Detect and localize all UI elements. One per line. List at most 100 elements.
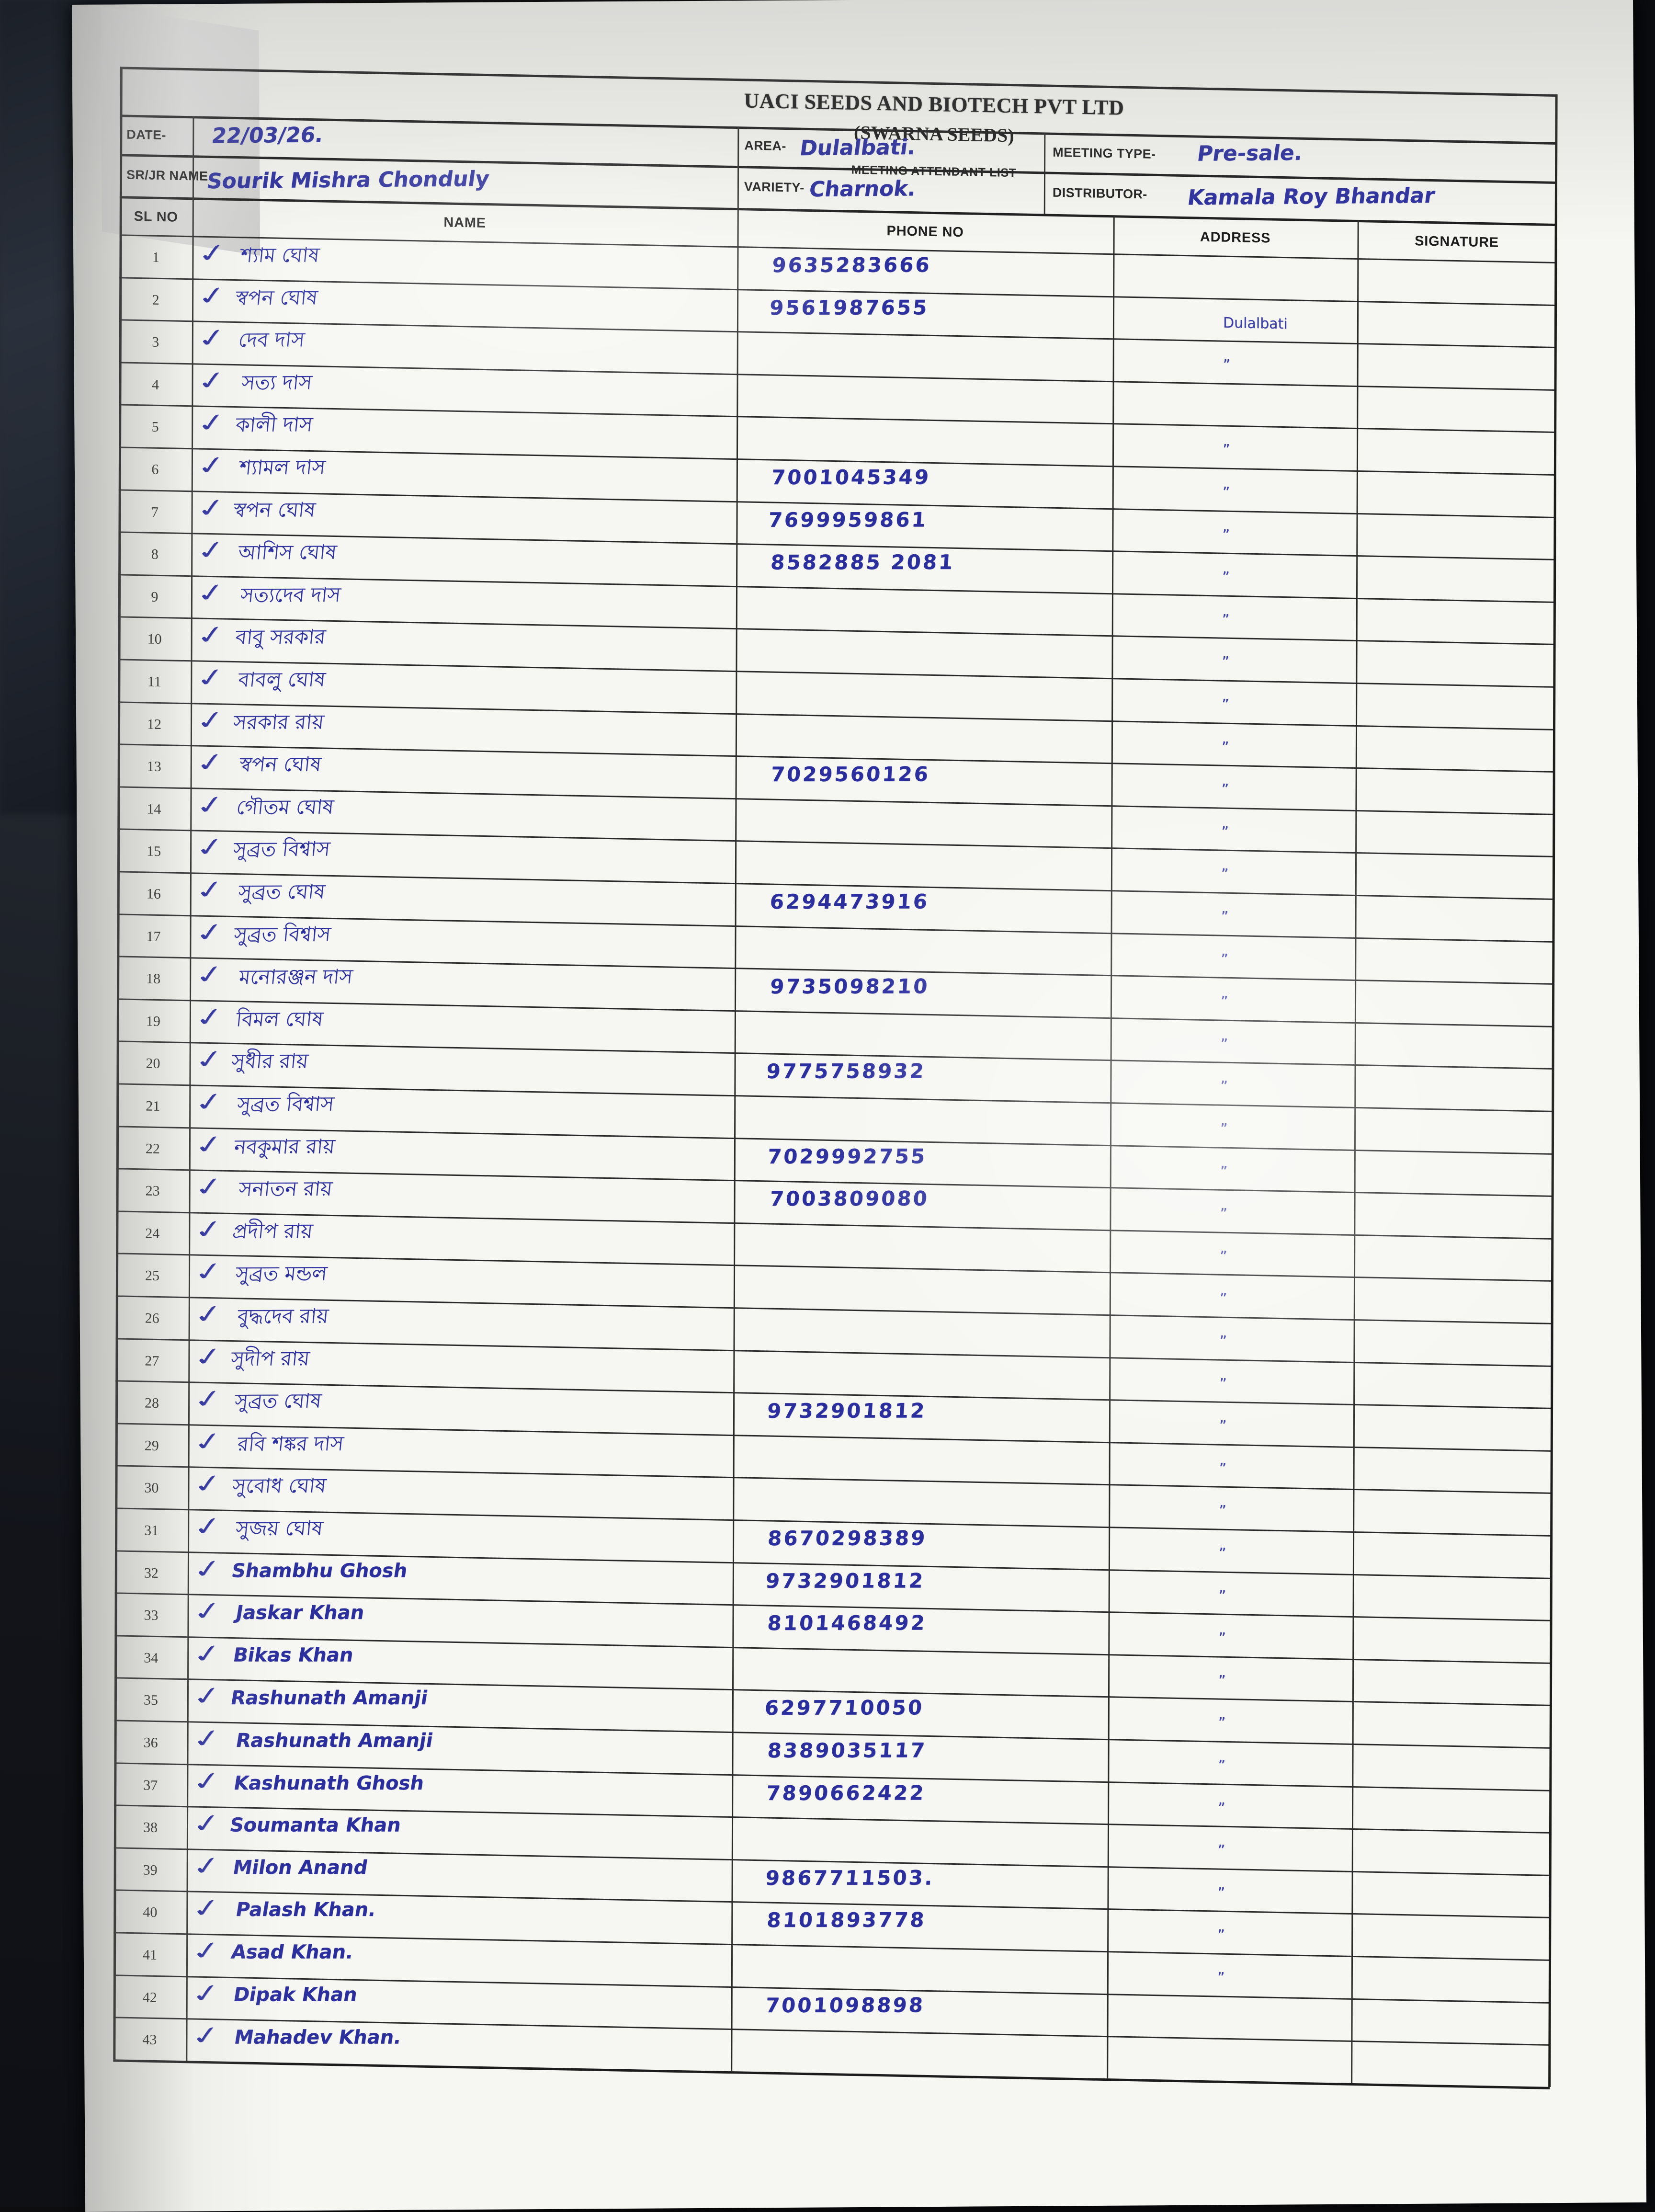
row-name: বিমল ঘোষ bbox=[235, 1007, 325, 1031]
row-address: ” bbox=[1219, 1375, 1227, 1392]
row-name: Rashunath Amanji bbox=[234, 1730, 435, 1752]
row-address: ” bbox=[1219, 1417, 1227, 1435]
row-tick-mark: ✓ bbox=[189, 1807, 224, 1839]
row-name: শ্যামল দাস bbox=[238, 455, 327, 479]
row-address: ” bbox=[1220, 993, 1228, 1011]
row-name: গৌতম ঘোষ bbox=[235, 795, 335, 819]
row-address: ” bbox=[1222, 696, 1229, 713]
row-sl-no: 18 bbox=[146, 970, 161, 987]
row-tick-mark: ✓ bbox=[189, 1722, 225, 1755]
row-sl-no: 36 bbox=[143, 1734, 158, 1751]
row-tick-mark: ✓ bbox=[191, 1255, 226, 1288]
table-hline bbox=[117, 913, 1554, 943]
row-tick-mark: ✓ bbox=[194, 364, 229, 397]
table-hline bbox=[115, 1295, 1553, 1324]
row-name: Shambhu Ghosh bbox=[230, 1560, 409, 1582]
row-address: ” bbox=[1222, 611, 1230, 628]
row-sl-no: 9 bbox=[151, 589, 159, 605]
row-address: ” bbox=[1219, 1333, 1227, 1350]
table-hline bbox=[117, 998, 1553, 1027]
row-address: ” bbox=[1218, 1714, 1226, 1732]
row-name: Mahadev Khan. bbox=[232, 2026, 403, 2049]
table-vline bbox=[1548, 94, 1558, 2087]
row-tick-mark: ✓ bbox=[193, 746, 228, 778]
row-tick-mark: ✓ bbox=[189, 1765, 224, 1797]
row-address: ” bbox=[1220, 1248, 1227, 1265]
row-tick-mark: ✓ bbox=[192, 916, 227, 948]
row-sl-no: 43 bbox=[142, 2031, 157, 2048]
column-header-phone-no: PHONE NO bbox=[886, 223, 964, 240]
row-tick-mark: ✓ bbox=[190, 1425, 226, 1458]
row-sl-no: 35 bbox=[143, 1692, 158, 1709]
row-tick-mark: ✓ bbox=[190, 1552, 225, 1585]
row-sl-no: 10 bbox=[147, 631, 162, 648]
row-address: ” bbox=[1218, 1587, 1226, 1605]
row-phone: 7001045349 bbox=[770, 465, 931, 489]
row-name: Dipak Khan bbox=[232, 1984, 359, 2006]
row-name: সনাতন রায় bbox=[238, 1176, 334, 1201]
table-hline bbox=[119, 319, 1556, 349]
row-tick-mark: ✓ bbox=[188, 2019, 224, 2052]
table-hline bbox=[119, 404, 1556, 433]
row-address: ” bbox=[1217, 1969, 1225, 1986]
row-name: শ্যাম ঘোষ bbox=[239, 243, 321, 267]
row-sl-no: 39 bbox=[143, 1862, 158, 1878]
row-address: ” bbox=[1221, 866, 1229, 883]
row-tick-mark: ✓ bbox=[192, 958, 227, 991]
date-value: 22/03/26. bbox=[210, 123, 325, 148]
row-sl-no: 34 bbox=[144, 1650, 159, 1666]
row-sl-no: 4 bbox=[151, 376, 159, 393]
row-name: Asad Khan. bbox=[229, 1941, 355, 1963]
row-name: সুদীপ রায় bbox=[230, 1346, 311, 1370]
variety-label: VARIETY- bbox=[744, 179, 805, 195]
row-phone: 7001098898 bbox=[765, 1993, 926, 2017]
row-sl-no: 22 bbox=[145, 1140, 160, 1157]
row-phone: 7029992755 bbox=[766, 1144, 928, 1168]
row-address: ” bbox=[1221, 739, 1229, 756]
table-hline bbox=[115, 1465, 1552, 1494]
row-tick-mark: ✓ bbox=[194, 407, 229, 439]
row-tick-mark: ✓ bbox=[190, 1510, 225, 1542]
row-sl-no: 19 bbox=[146, 1013, 160, 1029]
date-label: DATE- bbox=[126, 127, 166, 143]
row-phone: 7890662422 bbox=[765, 1780, 926, 1805]
row-phone: 6297710050 bbox=[764, 1696, 925, 1720]
row-address: ” bbox=[1218, 1757, 1226, 1774]
row-name: স্বপন ঘোষ bbox=[238, 752, 323, 776]
row-name: সরকার রায় bbox=[232, 709, 325, 734]
row-sl-no: 32 bbox=[144, 1565, 159, 1581]
row-address: ” bbox=[1218, 1545, 1226, 1562]
table-hline bbox=[116, 1253, 1553, 1282]
variety-value: Charnok. bbox=[807, 176, 918, 202]
row-sl-no: 12 bbox=[147, 716, 162, 732]
table-vline bbox=[1107, 215, 1115, 2079]
row-name: সুবোধ ঘোষ bbox=[231, 1473, 328, 1498]
row-sl-no: 30 bbox=[144, 1480, 159, 1496]
row-sl-no: 3 bbox=[152, 334, 159, 351]
row-address: ” bbox=[1222, 569, 1230, 586]
row-tick-mark: ✓ bbox=[192, 1085, 227, 1118]
row-sl-no: 42 bbox=[142, 1989, 157, 2006]
row-tick-mark: ✓ bbox=[194, 237, 230, 269]
row-name: রবি শঙ্কর দাস bbox=[236, 1431, 345, 1456]
row-address: ” bbox=[1217, 1884, 1225, 1902]
row-tick-mark: ✓ bbox=[191, 1128, 227, 1160]
row-tick-mark: ✓ bbox=[193, 449, 229, 481]
row-name: সত্যদেব দাস bbox=[239, 582, 342, 607]
column-header-name: NAME bbox=[443, 215, 487, 231]
row-name: Soumanta Khan bbox=[228, 1814, 403, 1836]
row-sl-no: 5 bbox=[151, 419, 159, 435]
table-hline bbox=[117, 828, 1554, 858]
row-name: Milon Anand bbox=[231, 1856, 370, 1879]
row-tick-mark: ✓ bbox=[188, 1977, 224, 2009]
row-tick-mark: ✓ bbox=[192, 1043, 227, 1075]
row-sl-no: 38 bbox=[143, 1819, 158, 1836]
table-hline bbox=[118, 616, 1555, 646]
row-tick-mark: ✓ bbox=[190, 1637, 225, 1670]
row-name: সুব্রত ঘোষ bbox=[233, 1389, 323, 1413]
row-address: ” bbox=[1220, 1120, 1228, 1138]
row-address: ” bbox=[1222, 653, 1230, 671]
distributor-value: Kamala Roy Bhandar bbox=[1186, 183, 1437, 210]
table-hline bbox=[118, 701, 1555, 730]
company-title: UACI SEEDS AND BIOTECH PVT LTD bbox=[744, 89, 1124, 120]
